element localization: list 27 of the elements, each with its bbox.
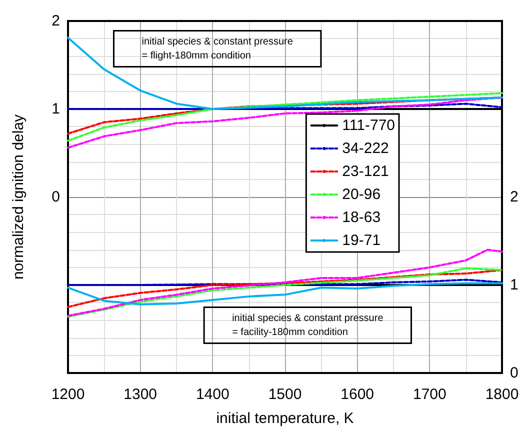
legend-label: 20-96 [342, 186, 381, 203]
line-series [67, 36, 503, 110]
y2-tick-label: 2 [510, 188, 518, 206]
x-tick-label: 1400 [196, 386, 230, 403]
annotation: initial species & constant pressure = flight-180mm condition [142, 36, 294, 62]
legend-label: 23-121 [342, 163, 389, 180]
x-tick-label: 1800 [485, 386, 519, 403]
x-tick-label: 1200 [51, 386, 85, 403]
x-tick-label: 1600 [340, 386, 374, 403]
y-axis-title: normalized ignition delay [10, 114, 27, 280]
legend-label: 111-770 [342, 117, 396, 134]
x-axis-title: initial temperature, K [216, 410, 354, 427]
y-tick-label: 2 [52, 12, 60, 30]
y2-tick-label: 0 [510, 364, 518, 382]
annotation: initial species & constant pressure = facility-180mm condition [232, 312, 384, 338]
y-tick-label: 0 [52, 188, 60, 206]
x-tick-label: 1300 [124, 386, 158, 403]
legend-label: 19-71 [342, 232, 381, 249]
legend-label: 34-222 [342, 140, 389, 157]
y2-tick-label: 1 [510, 276, 518, 294]
line-series [67, 282, 503, 306]
legend-label: 18-63 [342, 209, 381, 226]
line-series [67, 269, 503, 308]
line-series [67, 92, 503, 142]
y-tick-label: 1 [52, 100, 60, 118]
x-tick-label: 1500 [268, 386, 302, 403]
x-tick-label: 1700 [412, 386, 446, 403]
